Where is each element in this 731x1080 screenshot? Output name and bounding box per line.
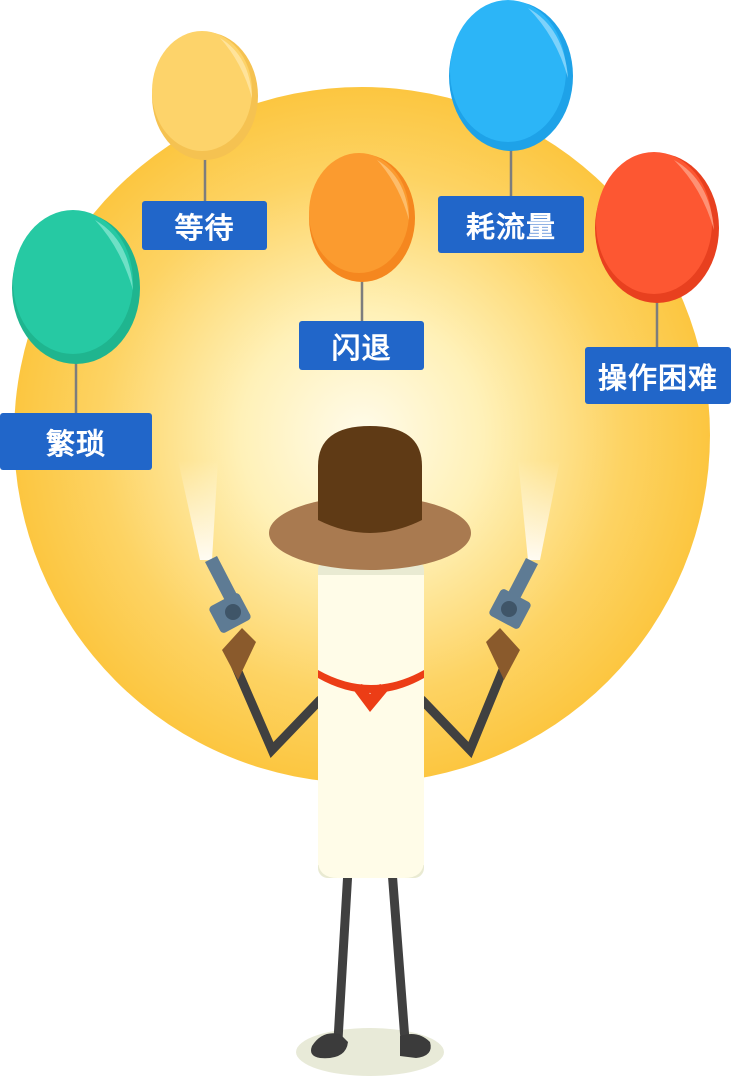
tag-haoliuliang: 耗流量 [438, 196, 584, 253]
balloon-red [595, 152, 719, 303]
tag-dengdai: 等待 [142, 201, 267, 250]
tag-fanzao: 繁琐 [0, 413, 152, 470]
tag-caozuokunnan: 操作困难 [585, 347, 731, 404]
tag-shantui: 闪退 [299, 321, 424, 370]
balloon-orange [309, 153, 415, 282]
character-body [318, 560, 424, 878]
balloon-yellow [152, 31, 258, 160]
legs [338, 870, 405, 1040]
balloon-blue [449, 0, 573, 151]
